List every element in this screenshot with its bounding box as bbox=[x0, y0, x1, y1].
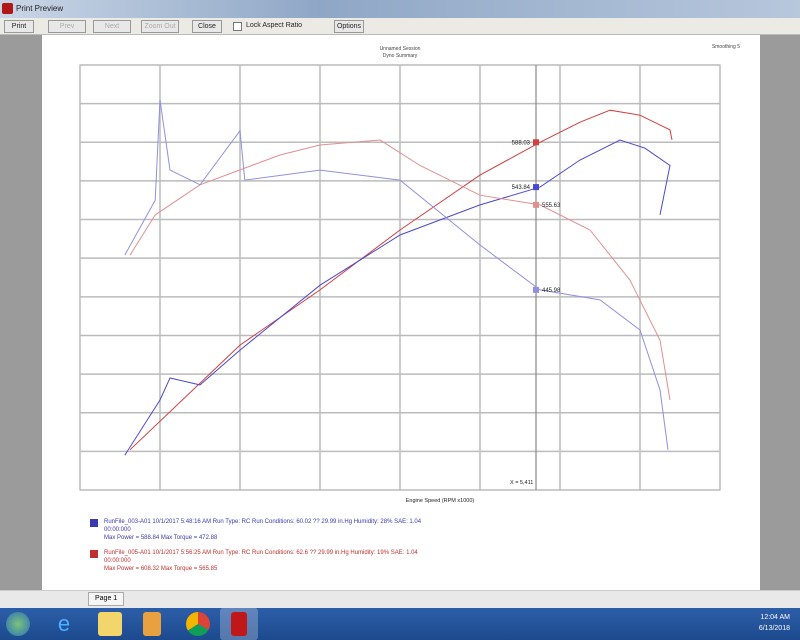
app-icon bbox=[2, 3, 13, 14]
chart-title: Unnamed Session bbox=[380, 46, 421, 52]
media-player-icon[interactable] bbox=[143, 612, 161, 636]
clock-time: 12:04 AM bbox=[760, 614, 790, 621]
legend-line: 00:00:000 bbox=[104, 527, 131, 533]
dyno-app-taskbar-button[interactable] bbox=[220, 608, 258, 640]
series-line-2 bbox=[124, 139, 671, 456]
internet-explorer-icon[interactable]: e bbox=[57, 611, 71, 636]
toolbar: Print Prev Next Zoom Out Close Options bbox=[0, 18, 800, 35]
chrome-icon[interactable] bbox=[186, 612, 210, 636]
legend-swatch bbox=[90, 550, 98, 558]
lock-aspect-checkbox[interactable] bbox=[233, 22, 242, 31]
legend-line: RunFile_003-A01 10/1/2017 5:48:16 AM Run… bbox=[104, 519, 422, 525]
legend-entry-2: RunFile_005-A01 10/1/2017 5:56:25 AM Run… bbox=[90, 549, 418, 573]
series-line-4 bbox=[124, 99, 669, 450]
legend-line: RunFile_005-A01 10/1/2017 5:56:25 AM Run… bbox=[104, 550, 418, 556]
marker-value-label: 555.63 bbox=[542, 203, 561, 209]
cursor-marker bbox=[533, 139, 539, 146]
preview-page: Unnamed Session Dyno Summary Smoothing 5… bbox=[42, 35, 760, 590]
legend-max: Max Power = 608.32 Max Torque = 565.85 bbox=[104, 566, 218, 572]
series-line-1 bbox=[129, 109, 673, 451]
chart-subtitle: Dyno Summary bbox=[383, 53, 418, 59]
window-title: Print Preview bbox=[16, 4, 64, 13]
title-bar: Print Preview bbox=[0, 0, 800, 18]
cursor-marker bbox=[533, 201, 539, 208]
taskbar-clock[interactable]: 12:04 AM 6/13/2018 bbox=[759, 612, 790, 634]
marker-value-label: 445.98 bbox=[542, 288, 561, 294]
dyno-chart: Unnamed Session Dyno Summary Smoothing 5… bbox=[79, 44, 740, 504]
legend-max: Max Power = 588.84 Max Torque = 472.88 bbox=[104, 535, 218, 541]
prev-button[interactable]: Prev bbox=[48, 20, 86, 33]
legend-entry-1: RunFile_003-A01 10/1/2017 5:48:16 AM Run… bbox=[90, 518, 421, 542]
legend-swatch bbox=[90, 519, 98, 527]
page-tab[interactable]: Page 1 bbox=[88, 592, 125, 606]
cursor-marker bbox=[533, 286, 539, 293]
next-button[interactable]: Next bbox=[93, 20, 131, 33]
chart-top-right-label: Smoothing 5 bbox=[712, 44, 740, 50]
cursor-readout: X = 5,411 bbox=[510, 480, 533, 486]
clock-date: 6/13/2018 bbox=[758, 625, 790, 632]
dyno-app-icon bbox=[231, 612, 247, 636]
legend-line: 00:00:000 bbox=[104, 558, 131, 564]
file-explorer-icon[interactable] bbox=[98, 612, 122, 636]
close-button[interactable]: Close bbox=[192, 20, 222, 33]
start-button-icon[interactable] bbox=[6, 612, 30, 636]
options-button[interactable]: Options bbox=[334, 20, 364, 33]
page-bar bbox=[0, 590, 800, 608]
print-button[interactable]: Print bbox=[4, 20, 34, 33]
taskbar: e bbox=[0, 608, 800, 640]
preview-margin-left bbox=[0, 35, 42, 590]
preview-margin-right bbox=[760, 35, 800, 590]
marker-value-label: 588.03 bbox=[512, 140, 531, 146]
cursor-marker bbox=[533, 184, 539, 191]
zoom-out-button[interactable]: Zoom Out bbox=[141, 20, 179, 33]
marker-value-label: 543.84 bbox=[512, 185, 531, 191]
x-axis-label: Engine Speed (RPM x1000) bbox=[406, 498, 475, 504]
lock-aspect-label: Lock Aspect Ratio bbox=[246, 22, 303, 29]
